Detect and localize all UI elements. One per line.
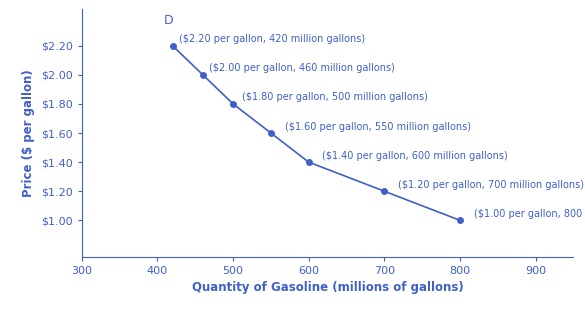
Y-axis label: Price ($ per gallon): Price ($ per gallon) — [22, 69, 36, 197]
Text: ($1.40 per gallon, 600 million gallons): ($1.40 per gallon, 600 million gallons) — [322, 151, 508, 161]
Text: D: D — [164, 14, 174, 27]
X-axis label: Quantity of Gasoline (millions of gallons): Quantity of Gasoline (millions of gallon… — [192, 281, 463, 294]
Text: ($1.20 per gallon, 700 million gallons): ($1.20 per gallon, 700 million gallons) — [398, 180, 584, 190]
Text: ($2.20 per gallon, 420 million gallons): ($2.20 per gallon, 420 million gallons) — [178, 34, 365, 44]
Text: ($2.00 per gallon, 460 million gallons): ($2.00 per gallon, 460 million gallons) — [209, 64, 395, 73]
Text: ($1.80 per gallon, 500 million gallons): ($1.80 per gallon, 500 million gallons) — [242, 92, 428, 102]
Text: ($1.60 per gallon, 550 million gallons): ($1.60 per gallon, 550 million gallons) — [284, 121, 470, 131]
Text: ($1.00 per gallon, 800 million gallons): ($1.00 per gallon, 800 million gallons) — [473, 209, 585, 219]
